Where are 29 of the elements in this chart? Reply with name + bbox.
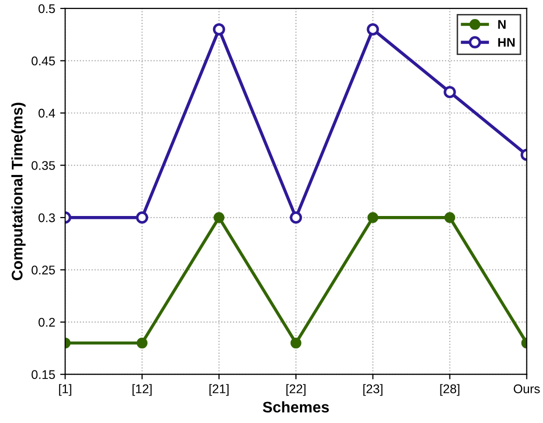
point (444, 212, 456, 223)
point (367, 212, 378, 223)
y-tick-label: 0.25 (32, 266, 55, 274)
y-tick-label: 0.3 (38, 213, 55, 222)
x-tick-label: [1] (59, 384, 72, 396)
y-axis-title: Computational Time(ms) (11, 102, 26, 280)
point (136, 338, 148, 348)
y-tick-label: 0.4 (38, 108, 56, 118)
legend-label: HN (498, 38, 515, 47)
y-tick-label: 0.15 (32, 370, 55, 380)
point (214, 212, 224, 223)
x-tick-label: [12] (132, 384, 152, 396)
y-tick-label: 0.35 (32, 161, 55, 170)
point (366, 23, 379, 36)
x-tick-label: [21] (209, 384, 229, 396)
point (136, 211, 148, 224)
point (444, 86, 456, 98)
point (290, 211, 302, 224)
y-tick-label: 0.5 (38, 4, 55, 14)
x-tick-label: [28] (440, 384, 460, 396)
x-axis-title: Schemes (262, 401, 329, 413)
point (290, 338, 302, 348)
y-tick-label: 0.2 (38, 318, 55, 327)
x-tick-label: [23] (363, 384, 382, 396)
legend-label: N (498, 20, 506, 29)
point (212, 23, 226, 36)
y-tick-label: 0.45 (32, 56, 55, 66)
x-tick-label: [22] (286, 384, 306, 396)
x-tick-label: Ours (514, 384, 540, 394)
